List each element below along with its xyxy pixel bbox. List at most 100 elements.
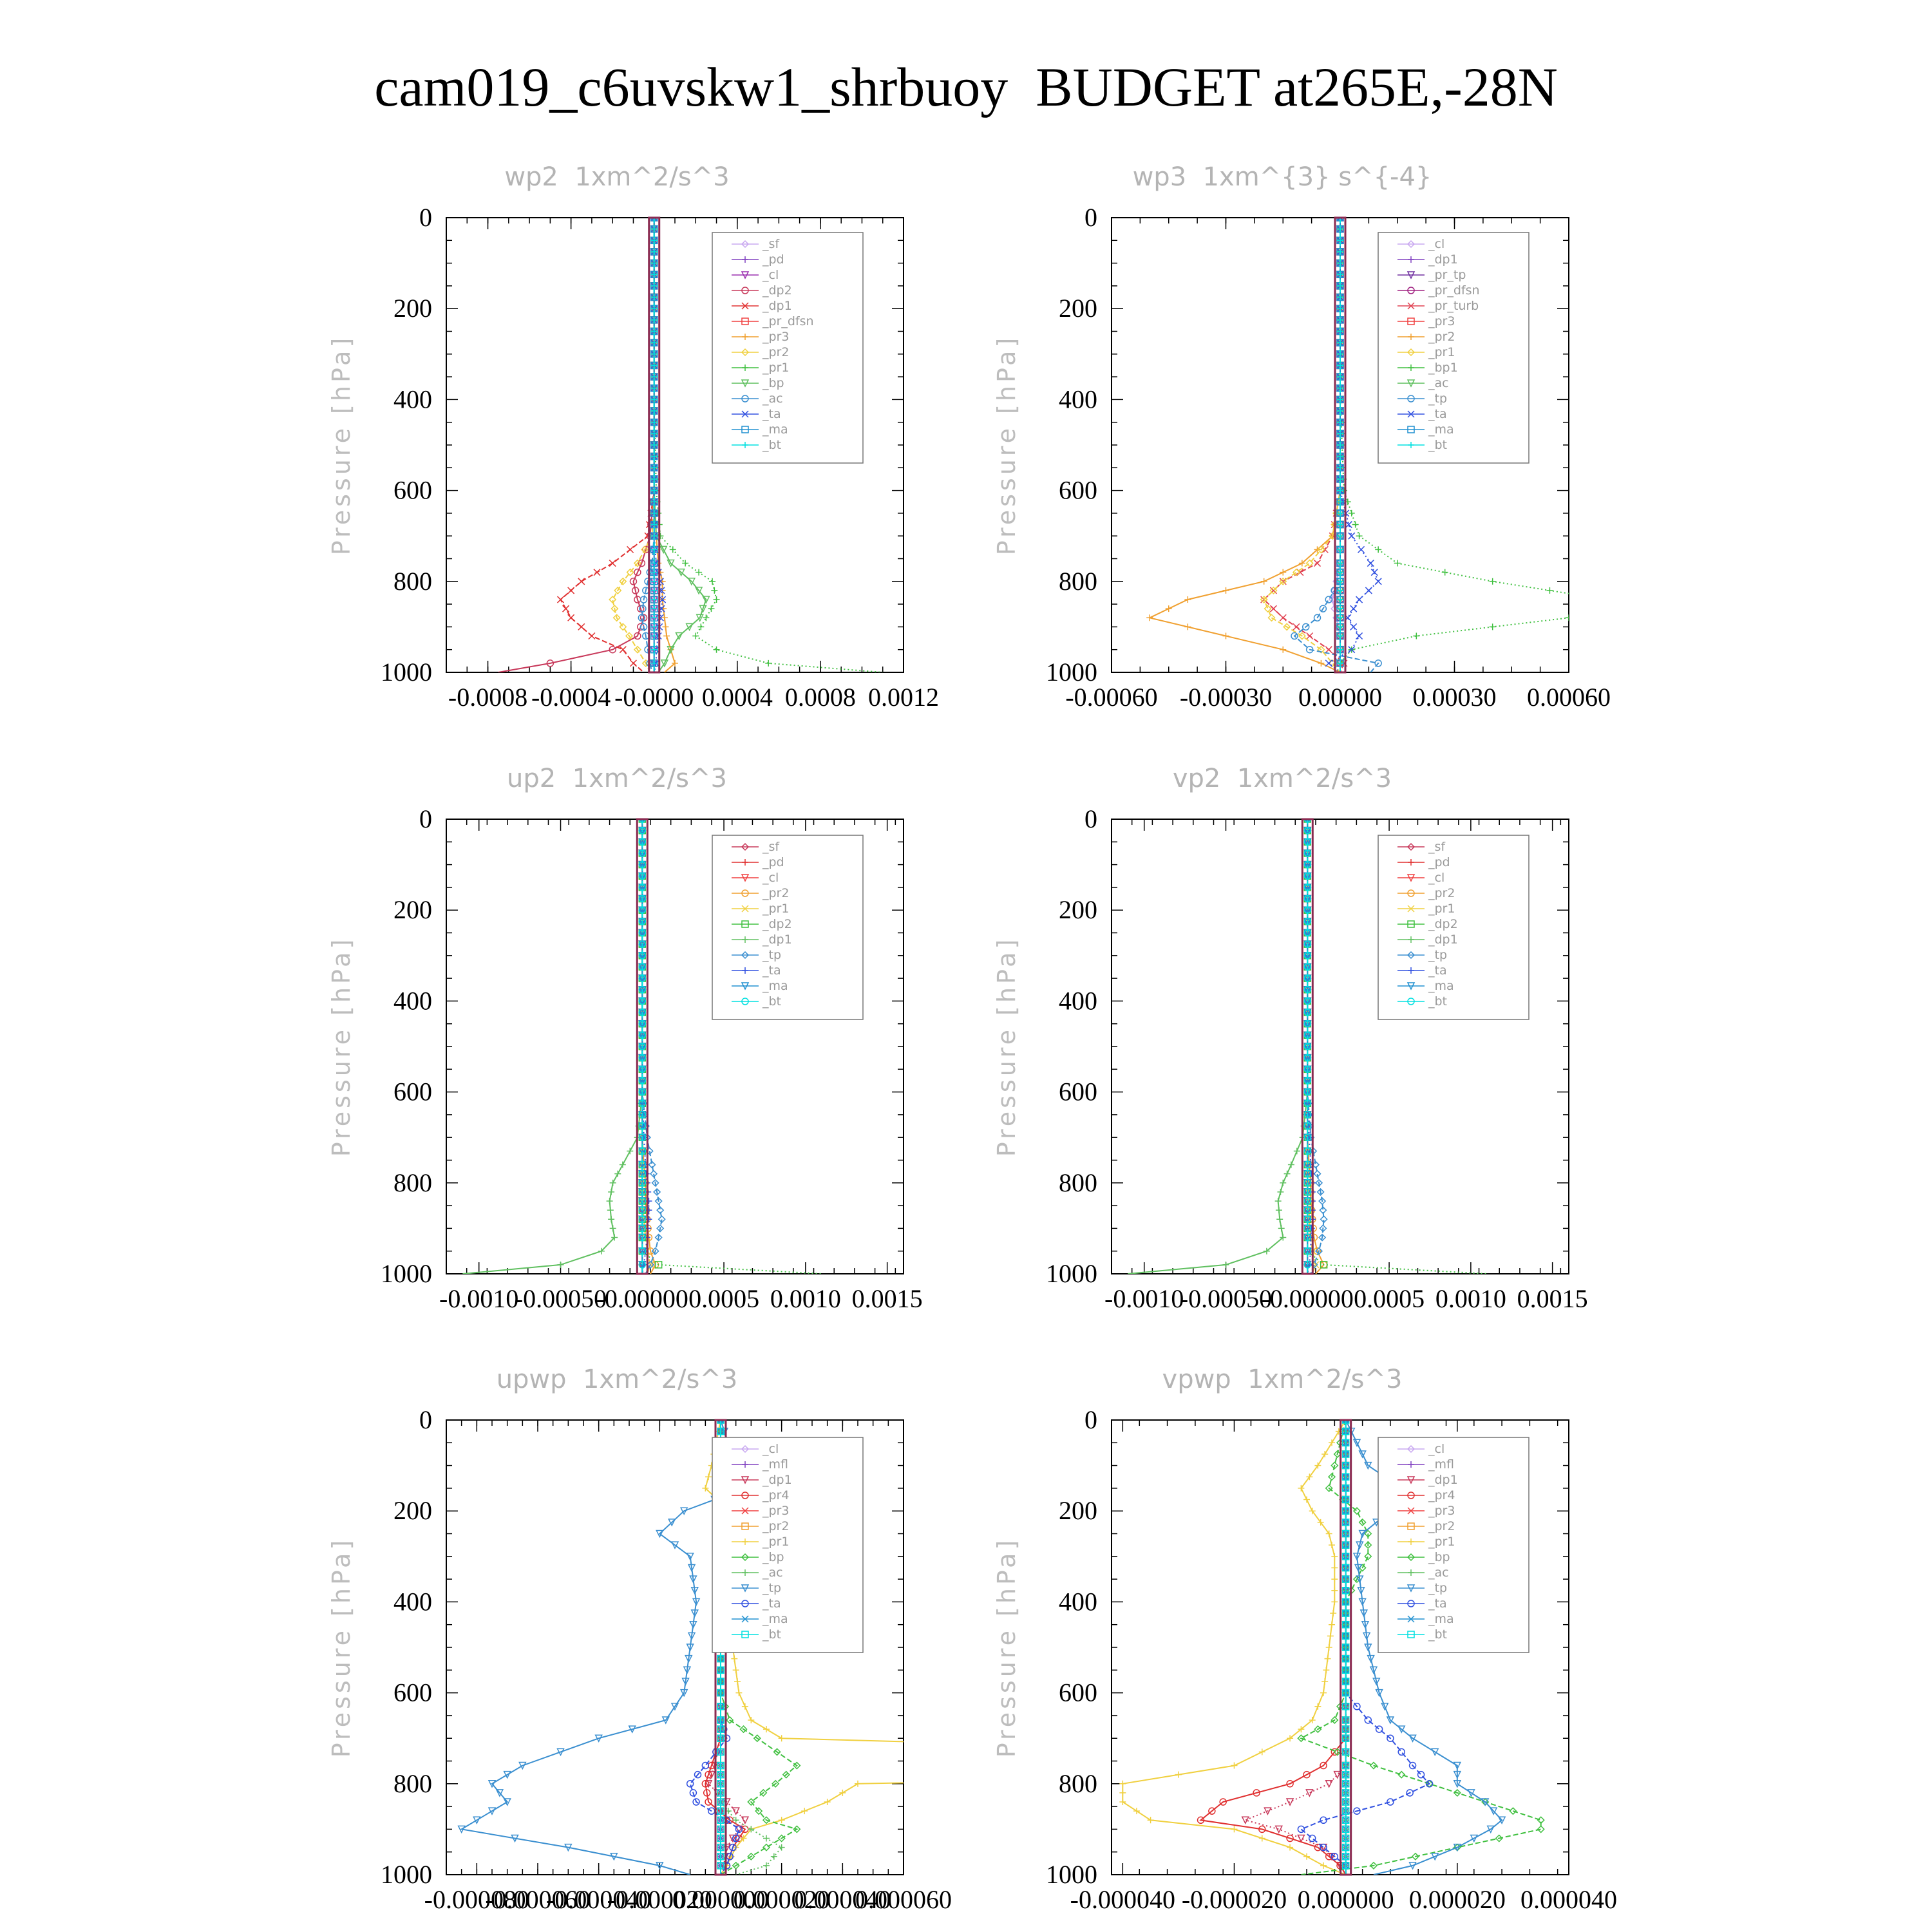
series-point_bt [638,1188,647,1196]
series-point_pr2 [641,659,650,667]
series-point_ma [1342,1420,1350,1424]
series-point_pr2 [614,586,622,594]
series-point_tp [1430,1748,1439,1757]
legend-marker [742,442,748,448]
series-point_bt [650,339,658,346]
x-tick-label: -0.000040 [1070,1885,1175,1914]
y-tick-label: 1000 [1046,1860,1097,1889]
y-axis-label: Pressure [hPa] [992,936,1021,1157]
series-point_pr1 [1258,1748,1265,1756]
series-point_bp1 [1352,521,1359,528]
series-point_bt [638,940,647,948]
series-point_bt [638,1088,647,1096]
series-point_dp1 [704,1780,713,1788]
legend-label: _pr1 [762,902,789,916]
series-line_pr1 [705,1420,904,1875]
series-point_pr2 [1260,578,1267,585]
series-point_bp [1333,1748,1341,1756]
x-tick-label: 0.000020 [734,1885,830,1914]
legend-marker [1407,998,1415,1005]
series-point_bp [1352,1507,1361,1515]
legend [1378,835,1530,1020]
series-point_pr1 [1279,577,1287,585]
series-point_bt [1303,1019,1312,1028]
legend-label: _tp [762,1581,781,1595]
series-point_tp [681,1678,690,1686]
x-tick-label: -0.000060 [485,1885,590,1914]
series-point_bt [638,1215,647,1224]
series-point_ta [1325,659,1332,667]
legend-marker [742,859,748,866]
series-point_bp [685,623,694,632]
series-point_tp [1356,1541,1364,1549]
series-point_tp [1356,1575,1364,1584]
legend-marker [1406,1553,1416,1562]
series-point_pr1 [697,623,705,630]
series-point_tp [1453,1780,1462,1788]
series-point_bt [650,271,658,278]
series-point_bt [1337,260,1343,267]
series-point_bp [1369,1761,1378,1770]
series-point_pr1 [1231,1762,1238,1769]
series-point_tp [689,1575,697,1584]
series-point_dp2 [637,605,645,612]
series-point_pr1 [709,578,716,585]
series-point_bt [1337,225,1343,232]
series-point_dp1 [644,532,652,540]
series-point_bp [1331,1461,1339,1470]
series-point_bt [638,838,647,846]
series-point_tp [1358,1450,1367,1459]
series-point_bt [1303,872,1312,880]
x-tick-label: -0.000020 [1182,1885,1287,1914]
series-point_bp [687,578,696,586]
series-point_bt [650,509,658,516]
series-point_pr1 [1309,1508,1316,1515]
series-point_pr1 [1264,605,1272,613]
series-point_bp [1297,1734,1305,1743]
series-point_dp1 [1280,1234,1287,1241]
series-point_dp1 [588,632,596,640]
series-point_tp [1369,1666,1378,1674]
legend-label: _pr3 [1428,314,1455,328]
legend-label: _bt [762,994,781,1009]
series-point_bt [638,1043,647,1050]
series-point_pr1 [1314,1703,1321,1710]
x-tick-label: -0.00050 [1180,1284,1272,1313]
series-point_bt [1303,819,1312,823]
series-point_tp [1316,1188,1325,1196]
series-point_pr4 [1314,1843,1322,1852]
series-point_bt [638,1197,647,1205]
series-point_bp [660,659,669,668]
series-point_bt [1341,1519,1350,1526]
series-point_dp2 [634,632,641,640]
series-point_bt [1303,1009,1312,1016]
series-point_bt [1337,396,1343,403]
series-point_ta [659,596,667,603]
legend-label: _sf [762,237,780,251]
series-point_pr1 [1292,568,1301,576]
series-point_tp [1352,1553,1361,1561]
legend-label: _ta [1428,407,1447,421]
series-point_ta [1353,1807,1361,1815]
legend-label: _ma [1428,979,1454,993]
series-point_pr4 [1325,1853,1333,1861]
series-point_bt [638,986,647,994]
series-point_bp [732,1861,740,1870]
series-point_dp1 [1333,1770,1341,1779]
y-tick-label: 400 [393,384,432,413]
legend-label: _pr4 [762,1488,789,1502]
x-tick-label: -0.00000 [1262,1284,1354,1313]
series-point_bt [1341,1862,1350,1870]
series-group [1146,218,1569,672]
series-point_tp [687,1564,696,1573]
series-point_bp [1314,1725,1322,1734]
series-point_bt [650,350,658,357]
legend-marker [741,1600,749,1607]
y-tick-label: 400 [1059,1587,1097,1616]
series-point_dp2 [546,659,554,667]
series-point_dp1 [732,1807,740,1815]
series-point_dp1 [578,578,585,585]
series-point_dp1 [593,569,601,576]
legend-marker [741,1553,750,1562]
series-point_tp [654,1197,663,1206]
